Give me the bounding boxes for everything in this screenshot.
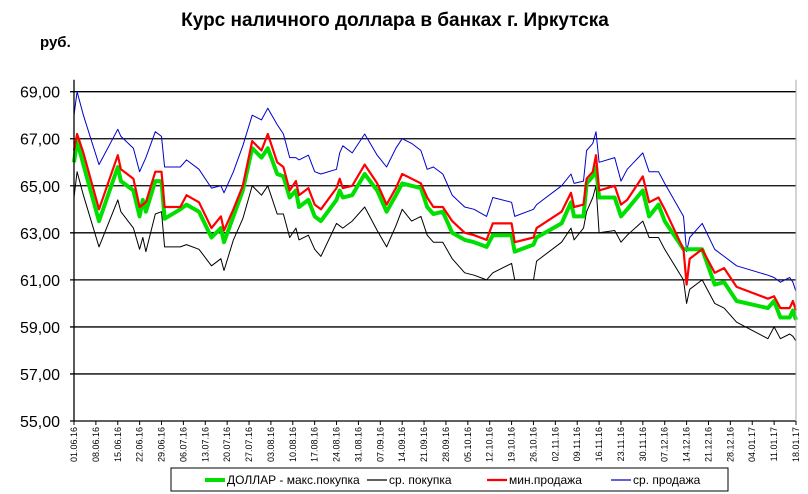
x-tick-label: 12.10.16 xyxy=(485,427,495,462)
x-tick-label: 06.07.16 xyxy=(178,427,188,462)
x-tick-label: 31.08.16 xyxy=(353,427,363,462)
x-tick-label: 02.11.16 xyxy=(550,427,560,461)
x-tick-label: 14.12.16 xyxy=(682,427,692,462)
y-tick-label: 61,00 xyxy=(20,273,60,290)
x-tick-label: 21.09.16 xyxy=(419,427,429,462)
series-lines xyxy=(72,91,798,342)
x-tick-label: 18.01.17 xyxy=(791,427,801,462)
x-tick-label: 21.12.16 xyxy=(703,427,713,462)
x-tick-label: 08.06.16 xyxy=(91,427,101,462)
y-tick-label: 63,00 xyxy=(20,226,60,243)
x-tick-label: 20.07.16 xyxy=(222,427,232,462)
x-tick-label: 17.08.16 xyxy=(310,427,320,462)
x-axis-ticks: 01.06.16 08.06.16 15.06.16 22.06.16 29.06.16… xyxy=(69,421,801,462)
y-axis-ticks: 55,00 57,00 59,00 61,00 63,00 65,00 67,00 69,00 xyxy=(20,85,60,431)
x-tick-label: 22.06.16 xyxy=(135,427,145,462)
y-tick-label: 65,00 xyxy=(20,179,60,196)
chart-title: Курс наличного доллара в банках г. Иркут… xyxy=(181,10,609,31)
x-tick-label: 28.12.16 xyxy=(725,427,735,462)
y-tick-label: 67,00 xyxy=(20,132,60,149)
x-tick-label: 03.08.16 xyxy=(266,427,276,462)
x-tick-label: 13.07.16 xyxy=(200,427,210,462)
x-tick-label: 29.06.16 xyxy=(157,427,167,462)
y-tick-label: 57,00 xyxy=(20,367,60,384)
y-tick-label: 69,00 xyxy=(20,85,60,102)
x-tick-label: 10.08.16 xyxy=(288,427,298,462)
x-tick-label: 09.11.16 xyxy=(572,427,582,461)
legend-label: ср. продажа xyxy=(633,473,701,487)
x-tick-label: 05.10.16 xyxy=(463,427,473,462)
x-tick-label: 19.10.16 xyxy=(507,427,517,462)
x-tick-label: 15.06.16 xyxy=(113,427,123,462)
axes xyxy=(70,79,797,422)
x-tick-label: 11.01.17 xyxy=(769,427,779,461)
legend-box xyxy=(170,467,729,492)
legend-label: ср. покупка xyxy=(389,473,452,487)
y-axis-unit: руб. xyxy=(40,34,71,51)
x-tick-label: 28.09.16 xyxy=(441,427,451,462)
series-line-0 xyxy=(72,139,798,321)
x-tick-label: 07.12.16 xyxy=(660,427,670,462)
x-tick-label: 14.09.16 xyxy=(397,427,407,462)
y-tick-label: 55,00 xyxy=(20,414,60,431)
x-tick-label: 01.06.16 xyxy=(69,427,79,462)
gridlines xyxy=(70,91,796,375)
legend-label: мин.продажа xyxy=(509,473,582,487)
x-tick-label: 04.01.17 xyxy=(747,427,757,462)
series-line-2 xyxy=(72,132,798,311)
y-tick-label: 59,00 xyxy=(20,320,60,337)
series-line-3 xyxy=(73,91,797,292)
x-tick-label: 23.11.16 xyxy=(616,427,626,461)
x-tick-label: 24.08.16 xyxy=(332,427,342,462)
series-line-1 xyxy=(73,171,797,342)
x-tick-label: 30.11.16 xyxy=(638,427,648,461)
legend-label: ДОЛЛАР - макс.покупка xyxy=(227,473,360,487)
legend: ДОЛЛАР - макс.покупка ср. покупка мин.прод… xyxy=(170,467,729,492)
x-tick-label: 26.10.16 xyxy=(528,427,538,462)
x-tick-label: 27.07.16 xyxy=(244,427,254,462)
x-tick-label: 16.11.16 xyxy=(594,427,604,461)
x-tick-label: 07.09.16 xyxy=(375,427,385,462)
